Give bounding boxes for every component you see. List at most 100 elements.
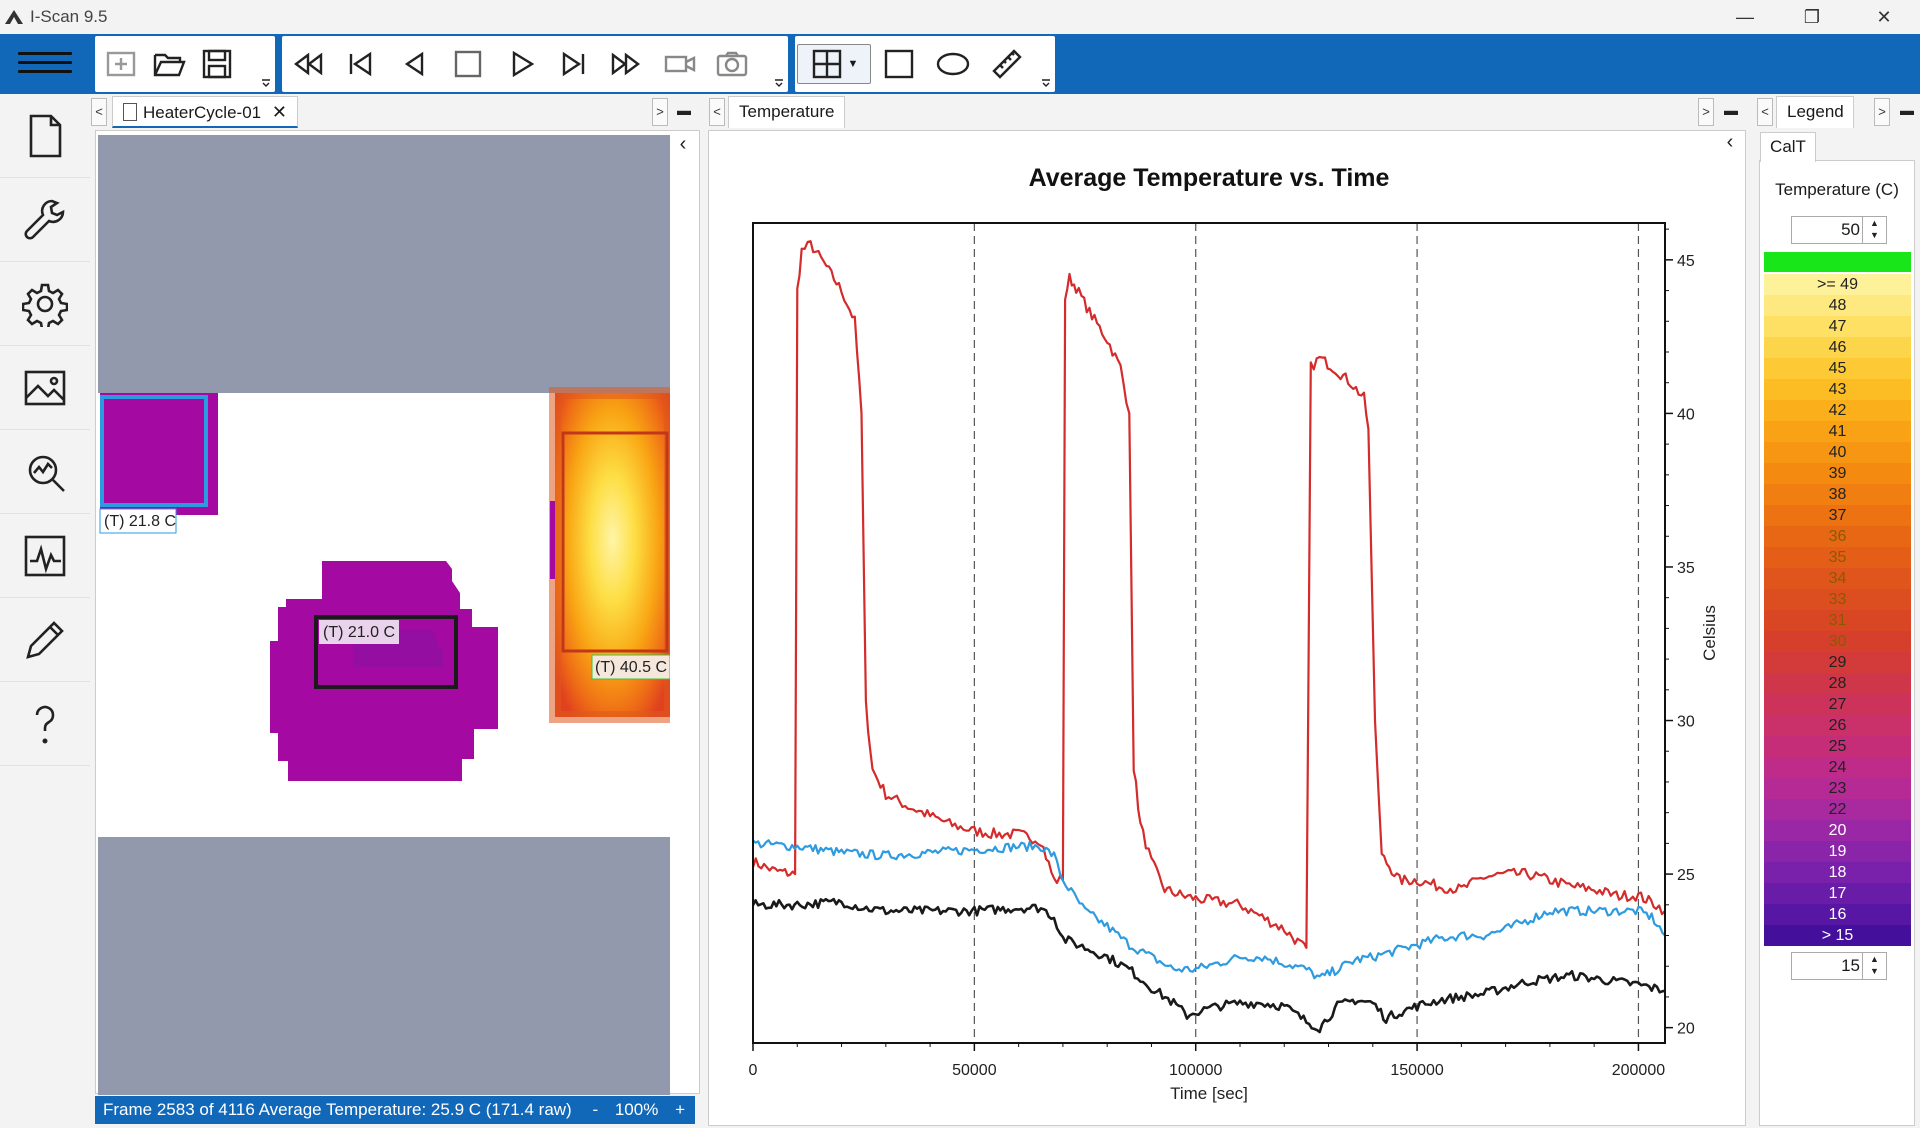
legend-row: 30 bbox=[1764, 631, 1911, 652]
overflow-grip-icon[interactable] bbox=[1041, 78, 1051, 88]
sidebar-item-settings[interactable] bbox=[0, 262, 90, 346]
tab-list-dropdown-icon[interactable]: ▬ bbox=[677, 102, 691, 118]
window-title: I-Scan 9.5 bbox=[30, 7, 108, 26]
min-value-stepper[interactable]: 15 ▲ ▼ bbox=[1791, 952, 1887, 980]
snapshot-button[interactable] bbox=[710, 44, 754, 84]
sidebar-item-file[interactable] bbox=[0, 94, 90, 178]
temperature-chart[interactable]: Average Temperature vs. Time 0 50000 10000… bbox=[709, 131, 1745, 1125]
save-button[interactable] bbox=[195, 44, 239, 84]
sidebar-item-image[interactable] bbox=[0, 346, 90, 430]
region-box-center[interactable] bbox=[314, 615, 458, 689]
legend-row: 35 bbox=[1764, 547, 1911, 568]
sidebar-item-annotate[interactable] bbox=[0, 598, 90, 682]
legend-row: 16 bbox=[1764, 904, 1911, 925]
region-box-right[interactable] bbox=[561, 431, 669, 653]
legend-row: 45 bbox=[1764, 358, 1911, 379]
tab-heatercycle-label: HeaterCycle-01 bbox=[143, 103, 262, 122]
series-line-2 bbox=[752, 839, 1666, 980]
legend-row: 43 bbox=[1764, 379, 1911, 400]
ellipse-region-button[interactable] bbox=[931, 44, 975, 84]
tab-scroll-left-button[interactable]: < bbox=[91, 98, 107, 126]
stepper-arrows-icon[interactable]: ▲ ▼ bbox=[1862, 953, 1886, 979]
region-toolbar-group: ▼ bbox=[795, 36, 1055, 92]
sensor-map-canvas[interactable]: (T) 21.8 C (T) 21.0 C (T) 40.5 C bbox=[98, 135, 670, 1095]
fast-forward-button[interactable] bbox=[604, 44, 648, 84]
sidebar-item-help[interactable] bbox=[0, 682, 90, 766]
close-tab-icon[interactable]: ✕ bbox=[271, 102, 287, 122]
legend-row: 20 bbox=[1764, 820, 1911, 841]
folder-open-icon bbox=[153, 53, 186, 77]
rectangle-region-button[interactable] bbox=[877, 44, 921, 84]
x-tick-label: 100000 bbox=[1169, 1062, 1222, 1079]
legend-overflow-color bbox=[1764, 252, 1911, 272]
playback-toolbar-group bbox=[282, 36, 788, 92]
play-button[interactable] bbox=[500, 44, 544, 84]
grid-region-dropdown-button[interactable]: ▼ bbox=[797, 44, 871, 84]
chevron-down-icon: ▼ bbox=[847, 58, 859, 70]
label-left-text: (T) 21.8 C bbox=[104, 513, 176, 530]
zoom-in-button[interactable]: + bbox=[675, 1100, 685, 1119]
collapse-left-icon[interactable]: ‹ bbox=[679, 133, 687, 155]
step-back-button[interactable] bbox=[392, 44, 436, 84]
y-axis-label: Celsius bbox=[1700, 605, 1719, 661]
open-file-button[interactable] bbox=[147, 44, 191, 84]
step-back-icon bbox=[404, 51, 424, 77]
close-window-button[interactable]: ✕ bbox=[1876, 7, 1892, 27]
label-left: (T) 21.8 C bbox=[99, 508, 177, 534]
zoom-level: 100% bbox=[614, 1100, 659, 1119]
stepper-arrows-icon[interactable]: ▲ ▼ bbox=[1862, 217, 1886, 243]
tab-temperature[interactable]: Temperature bbox=[728, 96, 846, 128]
tab-legend-label: Legend bbox=[1787, 102, 1844, 121]
sidebar-item-analysis[interactable] bbox=[0, 430, 90, 514]
legend-row: 34 bbox=[1764, 568, 1911, 589]
legend-row: 17 bbox=[1764, 883, 1911, 904]
zoom-out-button[interactable]: - bbox=[592, 1100, 599, 1119]
legend-tab-scroll-left-button[interactable]: < bbox=[1757, 98, 1773, 126]
legend-row: 28 bbox=[1764, 673, 1911, 694]
tab-calt[interactable]: CalT bbox=[1760, 132, 1816, 162]
max-value: 50 bbox=[1841, 220, 1860, 239]
tab-heatercycle[interactable]: HeaterCycle-01 ✕ bbox=[112, 96, 298, 128]
legend-row: 48 bbox=[1764, 295, 1911, 316]
chart-title: Average Temperature vs. Time bbox=[1029, 164, 1390, 192]
legend-row: 19 bbox=[1764, 841, 1911, 862]
new-recording-button[interactable] bbox=[99, 44, 143, 84]
legend-tab-scroll-right-button[interactable]: > bbox=[1874, 98, 1890, 126]
app-logo-icon bbox=[5, 10, 23, 24]
tab-legend[interactable]: Legend bbox=[1776, 96, 1854, 128]
plot-tab-scroll-right-button[interactable]: > bbox=[1698, 98, 1714, 126]
last-frame-button[interactable] bbox=[552, 44, 596, 84]
file-toolbar-group bbox=[95, 36, 275, 92]
tab-scroll-right-button[interactable]: > bbox=[652, 98, 668, 126]
sensor-left[interactable] bbox=[100, 393, 218, 515]
record-video-button[interactable] bbox=[658, 44, 702, 84]
stop-button[interactable] bbox=[446, 44, 490, 84]
plot-tab-list-dropdown-icon[interactable]: ▬ bbox=[1724, 102, 1738, 118]
region-box-left[interactable] bbox=[100, 395, 208, 507]
legend-row: >= 49 bbox=[1764, 274, 1911, 295]
rewind-button[interactable] bbox=[286, 44, 330, 84]
plot-tab-scroll-left-button[interactable]: < bbox=[709, 98, 725, 126]
sidebar-item-tools[interactable] bbox=[0, 178, 90, 262]
legend-header: Temperature (C) bbox=[1775, 180, 1899, 199]
ruler-button[interactable] bbox=[985, 44, 1029, 84]
hamburger-menu-button[interactable] bbox=[18, 46, 72, 82]
series-layer bbox=[751, 240, 1666, 1034]
background-bottom-area bbox=[98, 837, 670, 1095]
minimize-button[interactable]: — bbox=[1736, 7, 1754, 27]
collapse-plot-icon[interactable]: ‹ bbox=[1726, 131, 1734, 153]
plot-pane: ‹ Average Temperature vs. Time 0 50000 100… bbox=[708, 130, 1746, 1126]
first-frame-button[interactable] bbox=[338, 44, 382, 84]
tab-temperature-label: Temperature bbox=[739, 102, 835, 121]
max-value-stepper[interactable]: 50 ▲ ▼ bbox=[1791, 216, 1887, 244]
restore-button[interactable]: ❐ bbox=[1803, 7, 1821, 27]
x-tick-label: 0 bbox=[749, 1062, 758, 1079]
y-tick-label: 40 bbox=[1677, 406, 1695, 423]
pencil-icon bbox=[26, 620, 64, 659]
sidebar-item-graph[interactable] bbox=[0, 514, 90, 598]
image-icon bbox=[24, 370, 66, 405]
overflow-grip-icon[interactable] bbox=[774, 78, 784, 88]
overflow-grip-icon[interactable] bbox=[261, 78, 271, 88]
legend-row: 25 bbox=[1764, 736, 1911, 757]
legend-tab-list-dropdown-icon[interactable]: ▬ bbox=[1900, 102, 1914, 118]
